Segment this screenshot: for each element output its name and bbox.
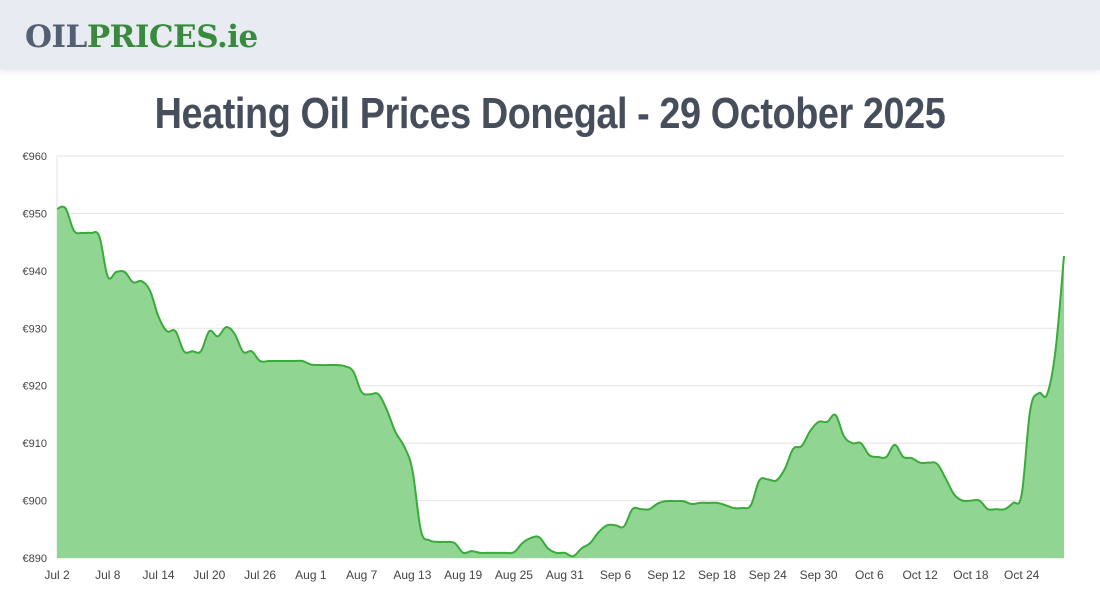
y-tick-label: €920 <box>23 381 47 393</box>
x-tick-label: Oct 24 <box>1004 568 1040 582</box>
y-axis: €960 €950 €940 €930 €920 €910 €900 €890 <box>23 151 47 565</box>
x-tick-label: Aug 1 <box>295 568 327 582</box>
y-tick-label: €910 <box>23 438 47 450</box>
x-tick-label: Aug 31 <box>546 568 584 582</box>
x-tick-label: Sep 18 <box>698 568 736 582</box>
site-logo[interactable]: OILPRICES.ie <box>25 18 258 56</box>
x-tick-label: Sep 30 <box>800 568 838 582</box>
price-line[interactable] <box>56 205 1065 558</box>
x-tick-label: Sep 24 <box>749 568 787 582</box>
x-tick-label: Sep 6 <box>600 568 632 582</box>
y-tick-label: €960 <box>23 151 47 163</box>
x-tick-label: Jul 8 <box>95 568 121 582</box>
x-tick-label: Jul 14 <box>143 568 175 582</box>
x-tick-label: Aug 13 <box>393 568 431 582</box>
price-area-fill <box>57 206 1064 558</box>
y-tick-label: €940 <box>23 266 47 278</box>
x-tick-label: Oct 18 <box>953 568 989 582</box>
y-tick-label: €930 <box>23 323 47 335</box>
logo-text-prices: PRICES.ie <box>86 19 258 55</box>
x-tick-label: Jul 20 <box>193 568 225 582</box>
x-tick-label: Jul 26 <box>244 568 276 582</box>
x-tick-label: Jul 2 <box>44 568 70 582</box>
x-tick-label: Aug 19 <box>444 568 482 582</box>
page-title: Heating Oil Prices Donegal - 29 October … <box>154 89 946 138</box>
y-tick-label: €950 <box>23 208 47 220</box>
x-tick-label: Aug 7 <box>346 568 378 582</box>
x-tick-label: Oct 12 <box>902 568 938 582</box>
site-header: OILPRICES.ie <box>0 0 1100 70</box>
x-axis: Jul 2 Jul 8 Jul 14 Jul 20 Jul 26 Aug 1 Aug 7 Au… <box>44 568 1039 582</box>
x-tick-label: Oct 6 <box>855 568 884 582</box>
y-tick-label: €890 <box>23 553 47 565</box>
x-tick-label: Aug 25 <box>495 568 533 582</box>
y-tick-label: €900 <box>23 496 47 508</box>
x-tick-label: Sep 12 <box>647 568 685 582</box>
logo-text-oil: OIL <box>25 19 87 55</box>
